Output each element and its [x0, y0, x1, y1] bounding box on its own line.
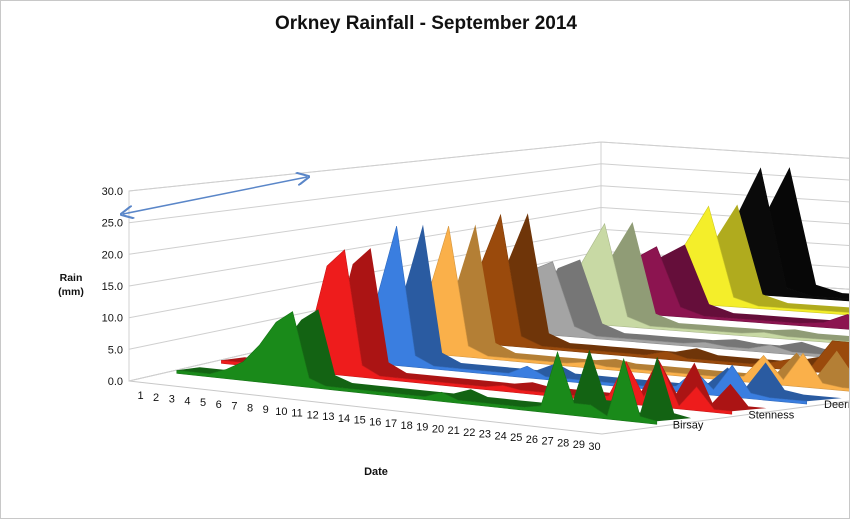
gridline [128, 206, 849, 287]
x-axis-label: Date [364, 466, 388, 478]
x-tick-label: 21 [447, 425, 459, 437]
x-tick-label: 20 [432, 423, 444, 435]
x-tick-label: 15 [354, 415, 366, 427]
series-top-rendall [444, 222, 849, 342]
x-tick-label: 6 [216, 399, 222, 411]
annotation-arrow [123, 177, 307, 214]
x-tick-label: 14 [338, 413, 350, 425]
x-tick-label: 11 [291, 408, 302, 420]
x-tick-label: 3 [169, 394, 175, 406]
x-tick-label: 19 [416, 422, 428, 434]
x-tick-label: 18 [400, 420, 412, 432]
x-tick-label: 13 [322, 411, 334, 423]
y-tick-label: 5.0 [108, 344, 123, 356]
x-tick-label: 5 [200, 397, 206, 409]
x-tick-label: 30 [588, 441, 600, 453]
chart-title: Orkney Rainfall - September 2014 [274, 13, 577, 34]
x-tick-label: 26 [526, 434, 538, 446]
x-tick-label: 17 [385, 418, 397, 430]
gridline [128, 185, 849, 255]
x-tick-label: 16 [369, 416, 381, 428]
series-top-sanday [489, 244, 849, 324]
y-tick-label: 20.0 [102, 249, 123, 261]
x-tick-label: 27 [541, 436, 553, 448]
y-tick-label: 0.0 [108, 376, 123, 388]
series-area-birsay [176, 311, 658, 425]
x-tick-label: 4 [184, 395, 190, 407]
x-tick-label: 10 [275, 406, 287, 418]
x-tick-label: 22 [463, 427, 475, 439]
series-label-birsay: Birsay [673, 419, 704, 431]
series-label-stenness: Stenness [748, 409, 794, 421]
series-top-grimsetter [578, 167, 849, 299]
series-top-orphir [400, 259, 849, 357]
x-tick-label: 29 [573, 439, 585, 451]
x-tick-label: 9 [263, 404, 269, 416]
x-tick-label: 25 [510, 432, 522, 444]
x-tick-label: 24 [494, 430, 506, 442]
x-tick-label: 12 [307, 409, 319, 421]
x-tick-label: 2 [153, 392, 159, 404]
x-tick-label: 7 [231, 401, 237, 413]
x-tick-label: 8 [247, 402, 253, 414]
y-tick-label: 30.0 [102, 186, 123, 198]
y-tick-label: 25.0 [102, 218, 123, 230]
y-tick-label: 15.0 [102, 281, 123, 293]
y-axis-label: Rain (mm) [58, 272, 84, 298]
series-label-deerness: Deerness [824, 399, 850, 411]
x-tick-label: 23 [479, 429, 491, 441]
x-tick-label: 28 [557, 437, 569, 449]
x-tick-label: 1 [137, 390, 143, 402]
y-tick-label: 10.0 [102, 313, 123, 325]
